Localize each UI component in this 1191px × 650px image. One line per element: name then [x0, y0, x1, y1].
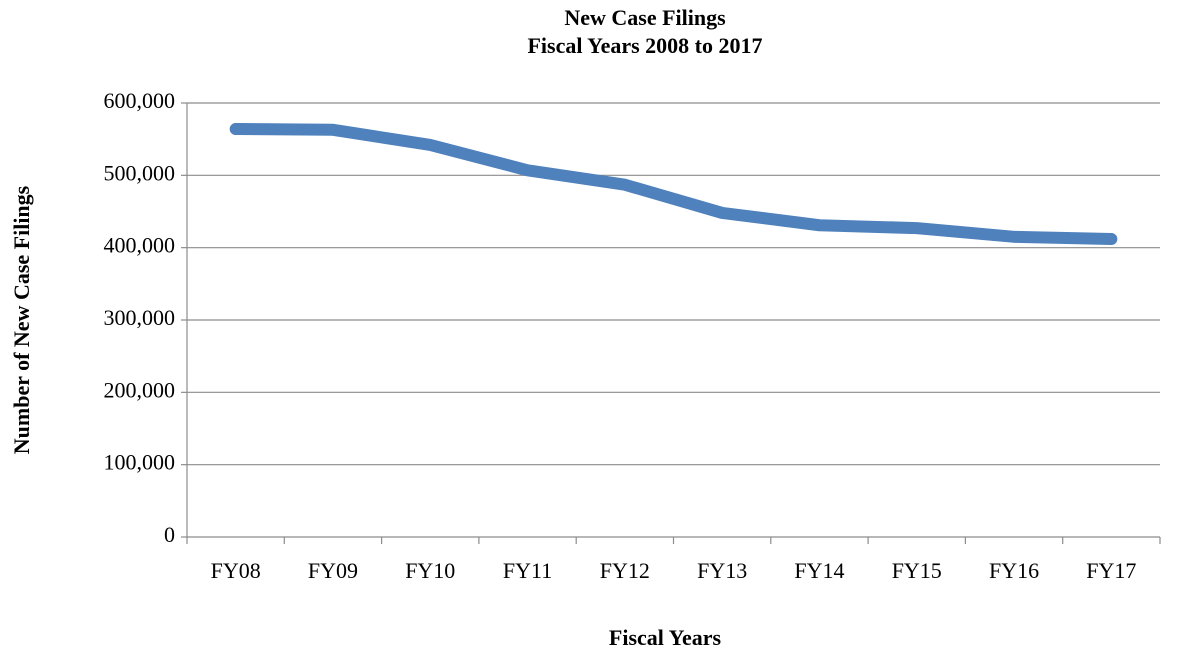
y-tick-label: 400,000 — [104, 233, 176, 258]
x-tick-label: FY15 — [892, 558, 942, 583]
x-tick-label: FY10 — [405, 558, 455, 583]
x-tick-label: FY14 — [794, 558, 844, 583]
x-tick-label: FY11 — [503, 558, 552, 583]
chart-subtitle: Fiscal Years 2008 to 2017 — [527, 33, 762, 58]
data-line — [229, 123, 1118, 245]
y-tick-label: 300,000 — [104, 305, 176, 330]
x-tick-label: FY13 — [697, 558, 747, 583]
y-tick-label: 0 — [164, 522, 175, 547]
y-tick-label: 200,000 — [104, 377, 176, 402]
x-tick-label: FY17 — [1086, 558, 1136, 583]
y-tick-label: 100,000 — [104, 450, 176, 475]
x-tick-label: FY09 — [308, 558, 358, 583]
x-tick-label: FY12 — [600, 558, 650, 583]
y-tick-label: 600,000 — [104, 88, 176, 113]
x-tick-label: FY16 — [989, 558, 1039, 583]
x-axis-label: Fiscal Years — [609, 625, 722, 650]
chart-title: New Case Filings — [564, 5, 726, 30]
x-tick-label: FY08 — [211, 558, 261, 583]
y-axis-label: Number of New Case Filings — [9, 185, 34, 454]
y-tick-label: 500,000 — [104, 160, 176, 185]
